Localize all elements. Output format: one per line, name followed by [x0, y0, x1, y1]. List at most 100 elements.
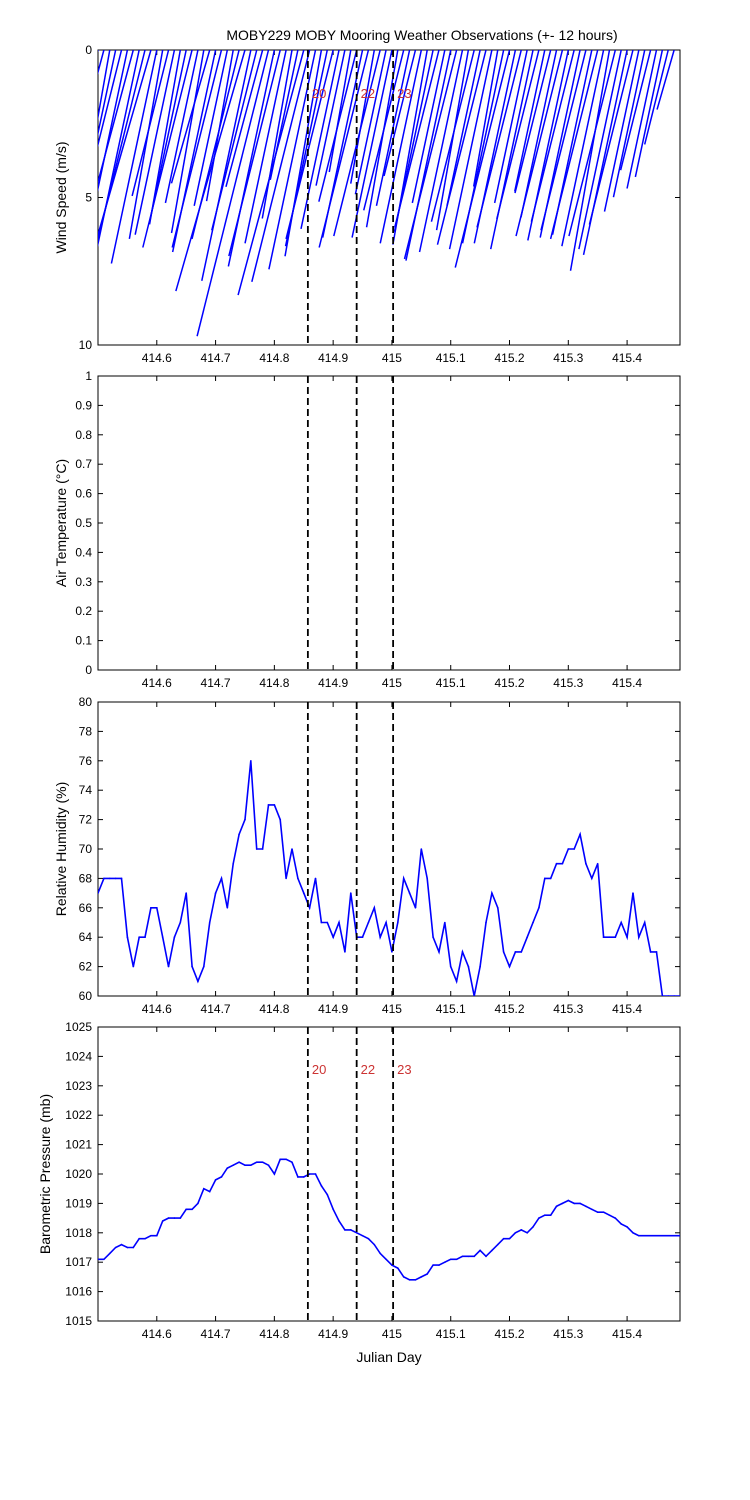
data-point: [197, 1202, 199, 1205]
data-point: [126, 936, 129, 938]
data-point: [526, 936, 528, 938]
x-tick-label: 415.3: [553, 1327, 583, 1341]
wind-vector: [403, 50, 458, 260]
y-tick-label: 10: [79, 338, 93, 352]
wind-vector: [142, 50, 193, 248]
y-tick-label: 0.7: [75, 457, 92, 471]
y-tick-label: 0.6: [75, 487, 92, 501]
y-tick-label: 0.1: [75, 634, 92, 648]
data-point: [208, 1190, 211, 1193]
panel-3: 414.6 414.7 414.8 414.9 415 415.1 415.2 415.3 41…: [53, 695, 681, 1016]
data-point: [244, 1164, 246, 1166]
x-tick-label: 415.3: [553, 351, 583, 365]
data-point: [114, 877, 117, 880]
data-point: [432, 936, 434, 938]
y-tick-label: 1016: [65, 1285, 92, 1299]
data-point: [620, 1223, 623, 1225]
data-point: [591, 1208, 593, 1211]
data-point: [491, 1249, 493, 1252]
data-point: [585, 862, 587, 865]
event-marker-label: 20: [312, 1062, 326, 1077]
x-tick-label: 415.2: [494, 1327, 524, 1341]
data-point: [444, 1261, 446, 1263]
x-tick-label: 415.1: [436, 1002, 466, 1016]
data-point: [561, 862, 564, 865]
plot-area: [98, 760, 680, 996]
data-point: [103, 1258, 105, 1261]
wind-vector: [261, 50, 293, 219]
y-tick-label: 1023: [65, 1079, 92, 1093]
data-point: [250, 1164, 252, 1166]
y-tick-label: 0.4: [75, 545, 92, 559]
wind-vector: [328, 50, 352, 173]
wind-vector: [476, 50, 523, 228]
y-tick-label: 60: [79, 989, 93, 1003]
data-point: [155, 1234, 158, 1237]
data-point: [455, 980, 458, 983]
data-point: [255, 848, 258, 850]
data-point: [161, 936, 164, 938]
x-tick-label: 414.7: [201, 351, 231, 365]
wind-vector: [514, 50, 552, 194]
data-point: [144, 936, 146, 938]
wind-vector: [493, 50, 528, 204]
x-tick-label: 415.3: [553, 676, 583, 690]
event-marker-label: 23: [397, 86, 411, 101]
x-tick-label: 415.4: [612, 1327, 642, 1341]
data-point: [98, 1258, 99, 1261]
data-point: [538, 907, 540, 909]
y-tick-label: 1018: [65, 1226, 92, 1240]
data-point: [461, 951, 464, 953]
x-tick-label: 414.6: [142, 676, 172, 690]
data-point: [596, 1211, 599, 1214]
data-point: [297, 877, 299, 880]
data-point: [232, 1164, 235, 1166]
y-tick-label: 0: [85, 663, 92, 677]
data-point: [567, 1199, 570, 1202]
x-tick-label: 414.6: [142, 1002, 172, 1016]
data-point: [314, 1173, 317, 1175]
y-tick-label: 1020: [65, 1167, 92, 1181]
data-point: [673, 1234, 675, 1237]
data-point: [461, 1255, 464, 1258]
data-point: [420, 848, 423, 850]
wind-vector: [515, 50, 564, 237]
data-point: [467, 1255, 470, 1258]
data-point: [267, 1164, 270, 1166]
data-point: [508, 1237, 511, 1240]
data-point: [255, 1161, 258, 1164]
x-tick-label: 414.9: [318, 1327, 348, 1341]
data-point: [108, 1252, 111, 1255]
data-point: [308, 907, 311, 909]
data-point: [367, 921, 370, 924]
data-point: [520, 951, 523, 953]
y-tick-label: 1022: [65, 1108, 92, 1122]
x-tick-label: 415.1: [436, 676, 466, 690]
wind-vector: [588, 50, 634, 225]
x-tick-label: 414.8: [259, 676, 289, 690]
wind-vector: [128, 50, 164, 239]
data-point: [449, 1258, 452, 1261]
data-point: [567, 848, 570, 850]
data-point: [532, 1226, 534, 1228]
data-point: [379, 936, 381, 938]
data-point: [402, 877, 405, 880]
event-marker-label: 20: [312, 86, 326, 101]
wind-vector: [612, 50, 646, 198]
y-tick-label: 1: [85, 369, 92, 383]
data-point: [602, 1211, 605, 1214]
data-point: [679, 995, 680, 996]
wind-vector: [98, 50, 123, 148]
data-point: [420, 1276, 423, 1278]
data-point: [203, 1187, 205, 1190]
data-point: [485, 921, 487, 924]
data-point: [508, 965, 511, 968]
data-point: [649, 1234, 652, 1237]
data-point: [626, 936, 628, 938]
y-tick-label: 0.3: [75, 575, 92, 589]
data-point: [238, 833, 240, 836]
data-point: [402, 1276, 405, 1278]
data-point: [438, 1264, 440, 1266]
y-tick-label: 0.8: [75, 428, 92, 442]
data-point: [426, 877, 429, 880]
